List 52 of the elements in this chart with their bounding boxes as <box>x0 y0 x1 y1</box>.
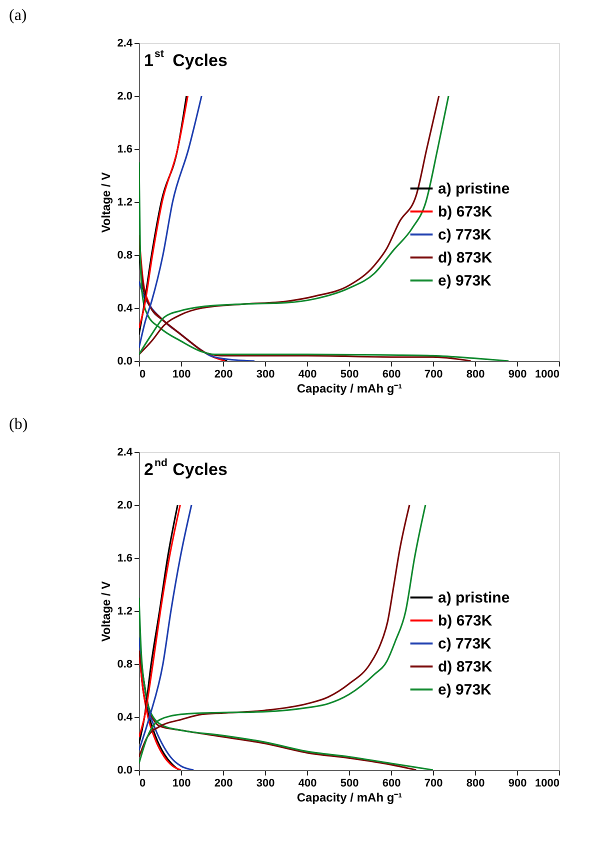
x-tick-label: 300 <box>256 778 275 790</box>
legend-label: c) 773K <box>438 226 492 244</box>
x-tick-label: 100 <box>172 368 191 380</box>
legend-label: c) 773K <box>438 636 492 652</box>
x-tick-label: 1000 <box>535 778 560 790</box>
x-tick-label: 700 <box>424 778 443 790</box>
x-tick-label: 300 <box>256 368 275 380</box>
legend-label: a) pristine <box>438 590 510 606</box>
y-tick-label: 1.6 <box>117 552 132 564</box>
x-tick-label: 400 <box>298 778 317 790</box>
y-tick-label: 2.4 <box>117 38 134 50</box>
y-tick-label: 0.8 <box>117 250 132 262</box>
legend-label: b) 673K <box>438 612 492 630</box>
x-tick-label: 500 <box>340 368 359 380</box>
x-tick-label: 1000 <box>535 368 560 380</box>
x-tick-label: 0 <box>140 368 146 380</box>
y-tick-label: 0.0 <box>117 764 132 776</box>
x-tick-label: 200 <box>214 368 233 380</box>
y-tick-label: 0.8 <box>117 658 132 670</box>
x-tick-label: 0 <box>140 778 146 790</box>
y-tick-label: 1.2 <box>117 606 132 618</box>
y-tick-label: 1.6 <box>117 144 132 156</box>
y-tick-label: 2.0 <box>117 90 132 102</box>
legend-label: e) 973K <box>438 272 492 290</box>
y-axis-title: Voltage / V <box>99 581 114 642</box>
y-tick-label: 2.0 <box>117 500 132 512</box>
x-tick-label: 200 <box>214 778 233 790</box>
x-tick-label: 700 <box>424 368 443 380</box>
x-tick-label: 400 <box>298 368 317 380</box>
legend-label: b) 673K <box>438 204 492 220</box>
x-tick-label: 500 <box>340 778 359 790</box>
y-tick-label: 0.4 <box>117 302 134 314</box>
y-tick-label: 0.4 <box>117 712 134 724</box>
legend-label: d) 873K <box>438 250 492 266</box>
x-tick-label: 600 <box>382 368 401 380</box>
x-axis-title: Capacity / mAh g⁻¹ <box>296 382 402 396</box>
y-tick-label: 2.4 <box>117 446 134 458</box>
text: (a) <box>9 7 27 24</box>
legend-label: d) 873K <box>438 658 492 676</box>
legend-label: a) pristine <box>438 180 510 198</box>
y-tick-label: 0.0 <box>117 356 132 368</box>
text: (b) <box>9 416 28 433</box>
x-tick-label: 900 <box>508 778 527 790</box>
legend-label: e) 973K <box>438 682 492 698</box>
x-tick-label: 600 <box>382 778 401 790</box>
y-tick-label: 1.2 <box>117 196 132 208</box>
y-axis-title: Voltage / V <box>99 172 114 233</box>
x-tick-label: 800 <box>466 368 485 380</box>
x-axis-title: Capacity / mAh g⁻¹ <box>296 790 402 804</box>
x-tick-label: 800 <box>466 778 485 790</box>
x-tick-label: 100 <box>172 778 191 790</box>
x-tick-label: 900 <box>508 368 527 380</box>
